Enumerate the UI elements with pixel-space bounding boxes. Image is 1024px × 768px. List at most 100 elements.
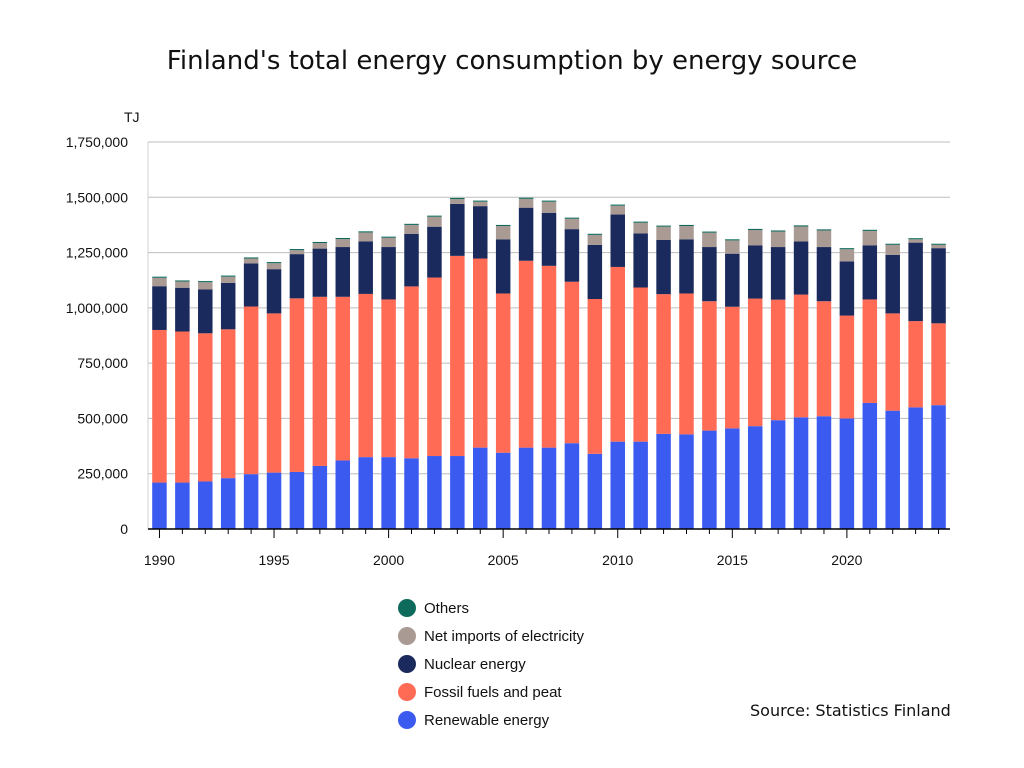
bar-segment: [770, 299, 786, 421]
bar-segment: [266, 313, 282, 473]
bar-segment: [518, 447, 534, 529]
bar-segment: [220, 478, 236, 529]
bar-segment: [198, 333, 213, 482]
bar-segment: [381, 457, 396, 529]
y-tick-label: 1,000,000: [66, 300, 128, 316]
bar-segment: [404, 233, 419, 287]
bar-segment: [702, 430, 717, 529]
bar-segment: [587, 234, 603, 245]
bar-segment: [404, 286, 419, 459]
y-tick-label: 1,750,000: [66, 134, 128, 150]
bar-segment: [908, 407, 923, 529]
bar-segment: [862, 230, 878, 246]
legend-item: Renewable energy: [398, 706, 584, 734]
bar-segment: [610, 204, 625, 206]
bar-segment: [518, 207, 534, 261]
bar-segment: [885, 313, 900, 411]
bar-segment: [335, 247, 351, 297]
x-tick-label: 1990: [144, 552, 175, 568]
bar-segment: [564, 229, 580, 282]
bar-segment: [541, 200, 557, 202]
bar-segment: [175, 287, 190, 332]
bar-segment: [175, 331, 190, 483]
bar-segment: [839, 248, 855, 250]
bar-segment: [495, 224, 511, 227]
bar-segment: [266, 269, 282, 314]
bar-segment: [587, 453, 603, 529]
bar-segment: [473, 200, 488, 202]
legend-item: Net imports of electricity: [398, 622, 584, 650]
bar-segment: [839, 261, 855, 316]
bar-segment: [358, 241, 373, 294]
bar-segment: [747, 298, 763, 427]
bar-segment: [312, 465, 328, 529]
bar-segment: [243, 257, 259, 259]
bar-segment: [312, 241, 328, 244]
y-axis-label: TJ: [124, 109, 140, 125]
bar-segment: [495, 239, 511, 294]
bar-segment: [473, 447, 488, 529]
legend-swatch: [398, 711, 416, 729]
bar-segment: [198, 289, 213, 334]
bar-segment: [243, 306, 259, 475]
bar-segment: [908, 238, 923, 240]
bar-segment: [702, 232, 717, 248]
y-tick-label: 250,000: [77, 466, 128, 482]
bar-segment: [220, 282, 236, 330]
bar-segment: [747, 228, 763, 231]
bar-segment: [679, 434, 694, 529]
y-tick-label: 1,500,000: [66, 189, 128, 205]
bar-segment: [862, 402, 878, 529]
legend-item: Others: [398, 594, 584, 622]
bar-segment: [450, 199, 465, 204]
bar-segment: [656, 225, 671, 227]
bar-segment: [839, 418, 855, 529]
bar-segment: [243, 258, 259, 264]
bar-segment: [610, 266, 625, 442]
bar-segment: [564, 218, 580, 230]
bar-segment: [473, 258, 488, 448]
bar-segment: [793, 294, 809, 418]
bar-segment: [518, 260, 534, 448]
bar-segment: [427, 215, 442, 217]
bar-segment: [495, 452, 511, 529]
bar-segment: [381, 247, 396, 300]
legend-label: Nuclear energy: [424, 655, 526, 673]
bar-segment: [541, 265, 557, 448]
bar-segment: [656, 294, 671, 434]
legend-label: Fossil fuels and peat: [424, 683, 562, 701]
legend-item: Nuclear energy: [398, 650, 584, 678]
bar-segment: [885, 254, 900, 314]
bar-segment: [518, 197, 534, 199]
bar-segment: [770, 230, 786, 232]
bar-segment: [381, 236, 396, 238]
bar-segment: [725, 240, 740, 254]
legend-label: Others: [424, 599, 470, 617]
bar-segment: [816, 247, 832, 302]
bar-segment: [725, 253, 740, 307]
bar-segment: [770, 247, 786, 300]
x-tick-label: 2015: [717, 552, 748, 568]
bar-segment: [495, 293, 511, 453]
bar-segment: [816, 416, 832, 529]
x-tick-label: 2020: [831, 552, 862, 568]
bar-segment: [885, 244, 900, 255]
bar-segment: [656, 226, 671, 240]
bar-segment: [541, 447, 557, 529]
bar-segment: [564, 281, 580, 444]
legend-swatch: [398, 627, 416, 645]
bar-segment: [816, 229, 832, 231]
bar-segment: [358, 293, 373, 458]
bar-segment: [885, 243, 900, 245]
bar-segment: [450, 456, 465, 529]
bar-segment: [931, 243, 946, 245]
bar-segment: [862, 229, 878, 231]
bar-segment: [427, 277, 442, 457]
bar-segment: [381, 237, 396, 248]
bar-segment: [541, 212, 557, 266]
bar-segment: [243, 263, 259, 307]
bar-segment: [816, 301, 832, 417]
bar-segment: [473, 206, 488, 259]
bar-segment: [450, 255, 465, 457]
bar-segment: [862, 299, 878, 403]
